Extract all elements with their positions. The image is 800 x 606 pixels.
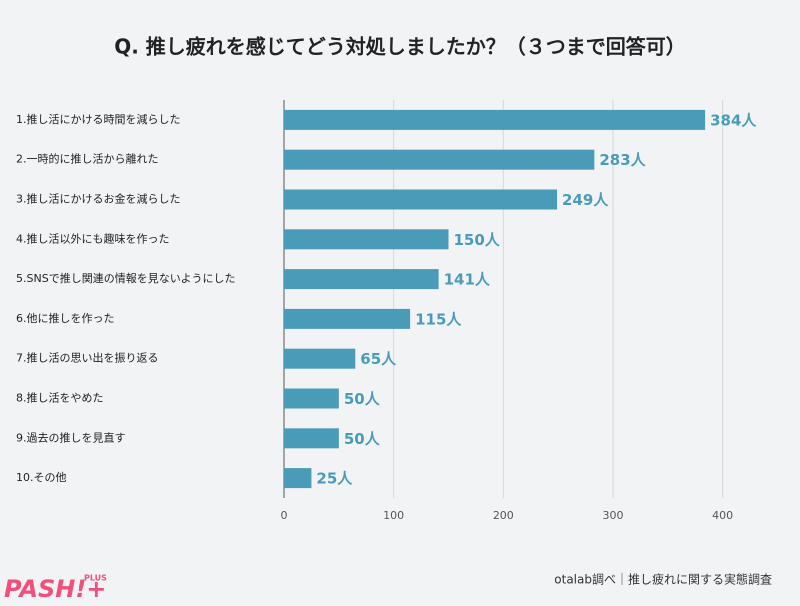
value-label: 65人 xyxy=(360,350,397,368)
y-tick-label: 6.他に推しを作った xyxy=(16,311,115,325)
source-note: otalab調べ｜推し疲れに関する実態調査 xyxy=(554,572,772,587)
value-label: 50人 xyxy=(344,430,381,448)
bar xyxy=(284,468,312,489)
bar xyxy=(284,348,356,369)
y-tick-label: 5.SNSで推し関連の情報を見ないようにした xyxy=(16,271,235,285)
value-label: 283人 xyxy=(599,151,646,169)
bar xyxy=(284,308,411,329)
logo-sub: PLUS xyxy=(84,574,107,583)
y-tick-label: 2.一時的に推し活から離れた xyxy=(16,152,159,166)
bar xyxy=(284,189,558,210)
y-tick-label: 3.推し活にかけるお金を減らした xyxy=(16,192,181,206)
chart-title: Q. 推し疲れを感じてどう対処しましたか？（３つまで回答可） xyxy=(114,35,686,59)
value-label: 141人 xyxy=(444,271,491,289)
x-tick-label: 100 xyxy=(383,509,404,522)
bar xyxy=(284,428,339,449)
y-tick-label: 10.その他 xyxy=(16,471,67,484)
bar xyxy=(284,269,439,290)
x-tick-label: 300 xyxy=(602,509,623,522)
y-tick-label: 4.推し活以外にも趣味を作った xyxy=(16,231,170,245)
bar xyxy=(284,109,706,130)
value-label: 50人 xyxy=(344,390,381,408)
y-tick-label: 7.推し活の思い出を振り返る xyxy=(16,351,159,365)
y-tick-label: 8.推し活をやめた xyxy=(16,391,104,405)
bar xyxy=(284,229,449,250)
value-label: 150人 xyxy=(453,231,500,249)
x-tick-label: 0 xyxy=(281,509,288,522)
y-tick-label: 9.過去の推しを見直す xyxy=(16,430,126,444)
value-label: 384人 xyxy=(710,111,757,129)
logo: PASH!+ xyxy=(4,575,106,603)
value-label: 249人 xyxy=(562,191,609,209)
x-tick-label: 200 xyxy=(493,509,514,522)
bar xyxy=(284,149,595,170)
x-tick-label: 400 xyxy=(712,509,733,522)
value-label: 25人 xyxy=(316,470,353,488)
y-tick-label: 1.推し活にかける時間を減らした xyxy=(16,112,181,126)
value-label: 115人 xyxy=(415,310,462,328)
bar xyxy=(284,388,339,409)
